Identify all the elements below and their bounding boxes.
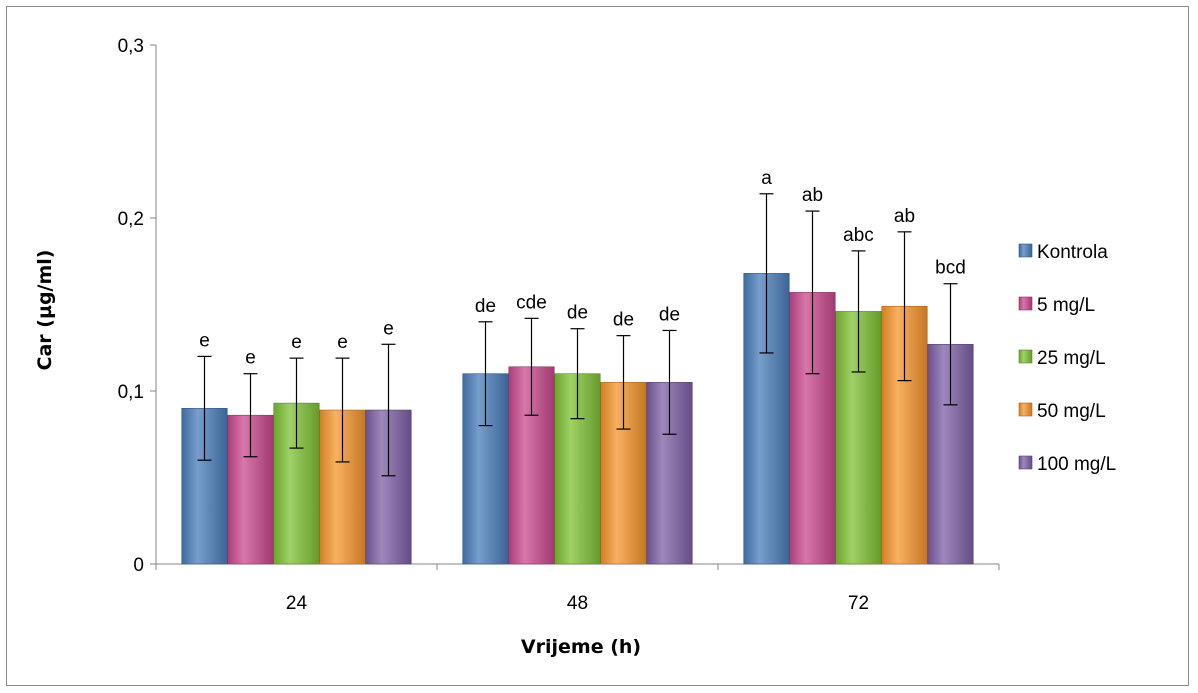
y-tick-label: 0,3 <box>118 36 144 57</box>
significance-label: abc <box>843 225 874 246</box>
legend-swatch <box>1018 349 1033 364</box>
legend: Kontrola 5 mg/L 25 mg/L 50 mg/L 100 mg/L <box>1018 242 1116 475</box>
significance-label: ab <box>894 206 915 227</box>
significance-label: de <box>659 304 680 325</box>
x-axis: 24 48 72 <box>155 563 1000 614</box>
significance-label: bcd <box>935 258 966 279</box>
error-bar <box>805 210 820 375</box>
significance-label: ab <box>802 185 823 206</box>
error-bar <box>616 335 631 430</box>
chart-frame: 0 0,1 0,2 0,3 24 48 72 e e e e e de cde de de de a ab abc… <box>6 6 1189 686</box>
error-bar <box>381 343 396 477</box>
legend-item: 25 mg/L <box>1018 348 1106 369</box>
error-bars <box>197 193 958 477</box>
legend-item: 100 mg/L <box>1018 454 1116 475</box>
x-axis-title: Vrijeme (h) <box>521 636 641 658</box>
significance-label: a <box>761 168 772 189</box>
significance-label: de <box>475 296 496 317</box>
error-bar <box>243 373 258 458</box>
significance-label: e <box>291 332 302 353</box>
y-tick-label: 0 <box>133 555 144 576</box>
significance-label: de <box>613 310 634 331</box>
bar <box>273 402 320 565</box>
legend-label: 5 mg/L <box>1037 295 1095 316</box>
y-axis-title: Car (µg/ml) <box>34 250 56 371</box>
error-bar <box>478 321 493 427</box>
legend-label: Kontrola <box>1037 242 1108 263</box>
significance-label: e <box>337 332 348 353</box>
x-tick-label: 24 <box>286 593 308 614</box>
legend-swatch <box>1018 296 1033 311</box>
error-bar <box>662 329 677 435</box>
legend-label: 50 mg/L <box>1037 401 1106 422</box>
error-bar <box>759 193 774 354</box>
legend-swatch <box>1018 455 1033 470</box>
error-bar <box>943 283 958 406</box>
error-bar <box>524 317 539 416</box>
error-bar <box>570 328 585 420</box>
significance-label: e <box>199 330 210 351</box>
legend-label: 25 mg/L <box>1037 348 1106 369</box>
significance-label: e <box>383 318 394 339</box>
legend-item: 50 mg/L <box>1018 401 1106 422</box>
error-bar <box>197 355 212 461</box>
error-bar <box>851 250 866 373</box>
error-bar <box>897 231 912 382</box>
y-axis: 0 0,1 0,2 0,3 <box>118 36 157 576</box>
x-tick-label: 48 <box>567 593 588 614</box>
x-tick-label: 72 <box>848 593 869 614</box>
legend-swatch <box>1018 402 1033 417</box>
legend-item: 5 mg/L <box>1018 295 1095 316</box>
error-bar <box>335 357 350 463</box>
error-bar <box>289 357 304 449</box>
y-tick-label: 0,1 <box>118 382 144 403</box>
legend-item: Kontrola <box>1018 242 1108 263</box>
significance-label: de <box>567 303 588 324</box>
y-tick-label: 0,2 <box>118 209 144 230</box>
legend-swatch <box>1018 243 1033 258</box>
significance-label: e <box>245 348 256 369</box>
significance-label: cde <box>516 292 547 313</box>
legend-label: 100 mg/L <box>1037 454 1116 475</box>
